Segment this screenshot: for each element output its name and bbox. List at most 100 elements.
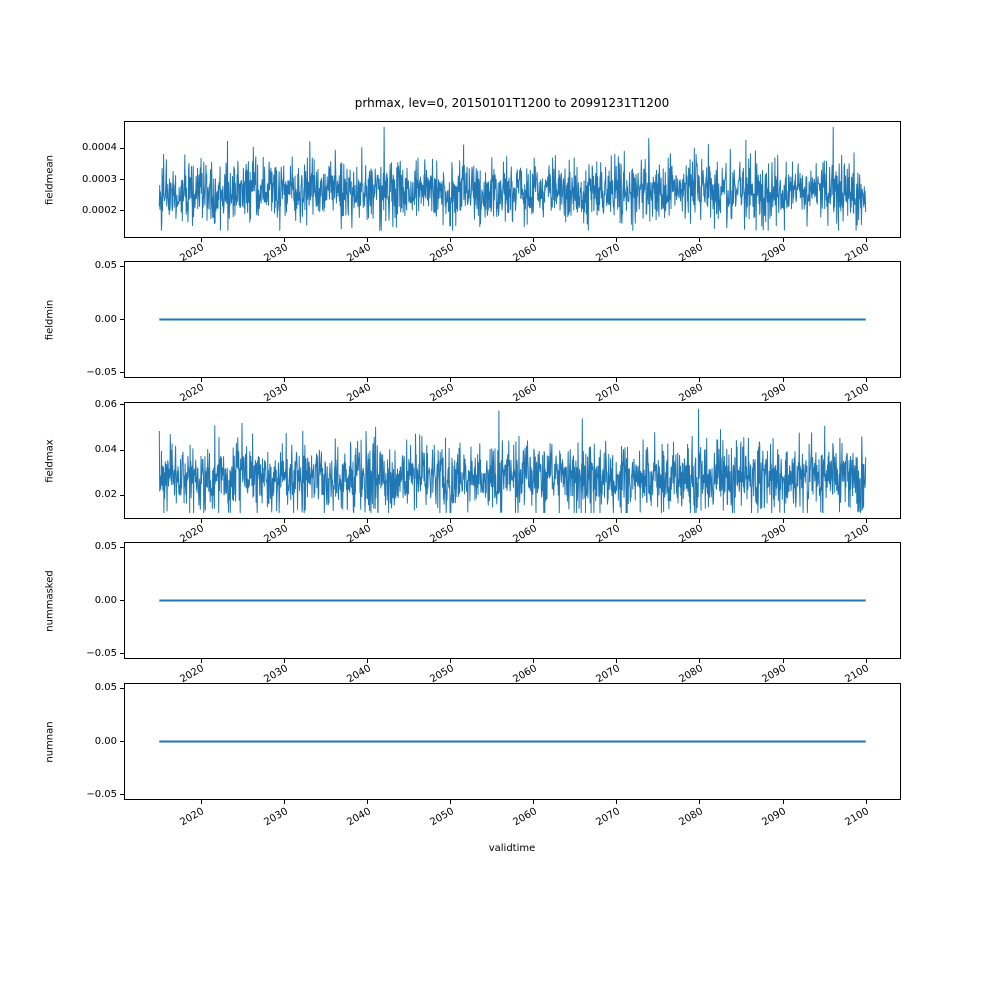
y-tick-mark: [120, 494, 124, 496]
series-line-numnan: [159, 740, 866, 743]
y-tick-mark: [120, 147, 124, 149]
y-tick-label: 0.04: [94, 444, 117, 456]
x-tick-mark: [865, 238, 867, 242]
x-tick-mark: [450, 800, 452, 804]
x-tick-mark: [367, 800, 369, 804]
y-tick-label: −0.05: [86, 366, 117, 378]
x-tick-label: 2050: [428, 806, 456, 829]
x-tick-label: 2030: [261, 523, 290, 542]
x-tick-labels-clipped: 2020 2030 2040 2050 2060 2070 2080 2090 2100: [0, 379, 1000, 402]
x-tick-mark: [699, 519, 701, 523]
y-tick-mark: [120, 179, 124, 180]
x-tick-mark: [533, 378, 535, 382]
y-tick-mark: [120, 372, 124, 374]
x-tick-label: 2060: [511, 806, 539, 829]
y-axis-label-fieldmax: fieldmax: [44, 438, 56, 483]
x-tick-mark: [283, 238, 285, 242]
y-tick-label: 0.00: [94, 313, 117, 325]
axes-nummasked: [124, 542, 901, 659]
y-tick-label: 0.05: [94, 541, 117, 553]
x-tick-mark: [782, 238, 784, 242]
x-tick-label: 2020: [178, 663, 207, 683]
x-tick-label: 2100: [843, 382, 872, 402]
y-tick-mark: [120, 687, 124, 689]
series-line-fieldmean: [158, 126, 867, 231]
x-tick-label: 2080: [677, 382, 705, 402]
x-tick-mark: [450, 378, 452, 382]
y-tick-mark: [120, 741, 124, 742]
x-tick-mark: [782, 378, 784, 382]
axes-fieldmax: [124, 402, 901, 519]
x-tick-mark: [533, 659, 535, 663]
y-tick-mark: [120, 546, 124, 548]
x-tick-label: 2030: [261, 382, 290, 402]
x-tick-label: 2040: [345, 523, 373, 542]
x-tick-mark: [782, 800, 784, 804]
axes-fieldmin: [124, 261, 901, 378]
x-tick-mark: [200, 378, 202, 382]
y-tick-mark: [120, 404, 124, 406]
y-tick-mark: [120, 653, 124, 655]
y-tick-mark: [120, 794, 124, 796]
x-tick-mark: [533, 800, 535, 804]
x-tick-labels: 2020 2030 2040 2050 2060 2070 2080 2090 2100: [0, 801, 1000, 847]
y-tick-label: 0.00: [94, 594, 117, 606]
x-tick-mark: [616, 659, 618, 663]
y-tick-mark: [120, 265, 124, 267]
y-tick-mark: [120, 319, 124, 320]
x-tick-label: 2030: [261, 242, 290, 261]
x-tick-mark: [865, 659, 867, 663]
x-tick-mark: [283, 659, 285, 663]
y-tick-label: −0.05: [86, 788, 117, 800]
x-tick-mark: [450, 659, 452, 663]
x-tick-label: 2080: [677, 663, 705, 683]
y-tick-label: 0.0004: [82, 142, 117, 154]
x-tick-label: 2100: [843, 242, 872, 261]
x-tick-label: 2090: [760, 242, 789, 261]
y-tick-label: 0.0002: [82, 204, 117, 216]
x-tick-mark: [450, 238, 452, 242]
x-tick-label: 2060: [511, 242, 539, 261]
x-tick-mark: [367, 519, 369, 523]
x-tick-mark: [450, 519, 452, 523]
x-tick-mark: [616, 238, 618, 242]
x-tick-mark: [616, 519, 618, 523]
x-tick-mark: [699, 659, 701, 663]
x-tick-label: 2080: [677, 806, 705, 829]
x-tick-label: 2040: [345, 242, 373, 261]
y-axis-label-fieldmin: fieldmin: [44, 299, 56, 340]
x-tick-mark: [283, 378, 285, 382]
x-tick-label: 2020: [178, 382, 207, 402]
x-tick-mark: [865, 378, 867, 382]
y-axis-label-fieldmean: fieldmean: [44, 154, 56, 205]
y-tick-label: 0.00: [94, 735, 117, 747]
x-tick-label: 2080: [677, 242, 705, 261]
y-tick-label: 0.05: [94, 682, 117, 694]
x-tick-mark: [367, 659, 369, 663]
y-axis-label-nummasked: nummasked: [44, 569, 56, 632]
y-tick-label: −0.05: [86, 647, 117, 659]
x-tick-label: 2100: [843, 806, 872, 829]
chart-title: prhmax, lev=0, 20150101T1200 to 20991231…: [354, 96, 670, 110]
x-tick-mark: [616, 800, 618, 804]
x-tick-mark: [533, 238, 535, 242]
x-tick-mark: [865, 800, 867, 804]
x-tick-mark: [865, 519, 867, 523]
x-tick-label: 2050: [428, 663, 456, 683]
x-tick-mark: [200, 659, 202, 663]
x-tick-mark: [283, 519, 285, 523]
x-tick-label: 2040: [345, 663, 373, 683]
x-tick-label: 2020: [178, 523, 207, 542]
x-tick-mark: [200, 519, 202, 523]
x-tick-label: 2090: [760, 663, 789, 683]
x-tick-mark: [699, 238, 701, 242]
y-axis-label-numnan: numnan: [44, 720, 56, 763]
x-tick-label: 2070: [594, 663, 622, 683]
series-line-fieldmin: [159, 318, 866, 321]
x-tick-label: 2070: [594, 382, 622, 402]
y-tick-label: 0.05: [94, 260, 117, 272]
x-tick-mark: [367, 378, 369, 382]
x-tick-label: 2040: [345, 806, 373, 829]
axes-fieldmean: [124, 121, 901, 238]
